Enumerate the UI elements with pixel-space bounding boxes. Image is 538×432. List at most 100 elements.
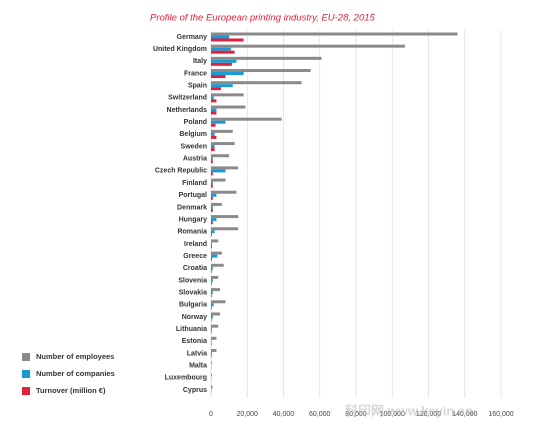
bar [211,348,217,352]
y-tick-label: Portugal [179,192,207,199]
y-tick-label: Norway [182,314,207,321]
y-tick-label: Croatia [183,265,207,272]
legend-label: Turnover (million €) [36,386,106,395]
x-tick-label: 80,000 [345,411,367,418]
bar [211,327,212,331]
bar [211,72,244,76]
bar [211,239,219,243]
bar [211,351,212,355]
x-tick-label: 20,000 [237,411,259,418]
y-tick-label: Bulgaria [179,302,207,309]
bar [211,251,222,255]
bar [211,318,212,322]
bar [211,324,219,328]
bar [211,172,213,176]
bar [211,208,213,212]
bar [211,96,214,100]
bar [211,135,217,139]
y-tick-label: Malta [189,362,207,369]
bar [211,129,233,133]
bar [211,281,212,285]
bar [211,269,212,273]
bar [211,245,212,249]
y-tick-label: Czech Republic [155,168,207,175]
bar [211,111,217,115]
bar [211,120,226,124]
bar [211,105,246,109]
bar [211,336,217,340]
bar [211,196,213,200]
bar [211,69,311,73]
bar [211,132,215,136]
legend-label: Number of companies [36,369,115,378]
y-tick-label: Denmark [177,204,207,211]
bar [211,275,219,279]
x-tick-label: 0 [209,411,213,418]
bar [211,254,218,258]
bar [211,62,232,66]
bar [211,117,282,121]
x-tick-label: 40,000 [273,411,295,418]
bar [211,81,302,85]
bar [211,50,235,54]
bar [211,44,405,48]
bar [211,242,212,246]
y-tick-label: Sweden [181,143,207,150]
bar [211,87,221,91]
bar [211,108,217,112]
bar [211,230,215,234]
x-tick-label: 120,000 [416,411,441,418]
legend-swatch [22,353,30,361]
bar [211,75,226,79]
bar [211,178,226,182]
bar [211,330,212,334]
y-tick-label: Finland [182,180,207,187]
y-tick-label: Spain [188,83,207,90]
bar [211,227,239,231]
legend-swatch [22,370,30,378]
y-tick-label: Belgium [179,131,207,138]
bar [211,342,212,346]
y-tick-label: Lithuania [176,326,207,333]
bar [211,205,213,209]
bar [211,221,213,225]
bar [211,99,217,103]
y-tick-label: Slovenia [178,277,207,284]
bar [211,361,212,365]
bar [211,47,231,51]
bar [211,233,212,237]
y-tick-label: Germany [177,34,207,41]
bar [211,315,213,319]
bar [211,123,216,127]
x-tick-label: 60,000 [309,411,331,418]
bar [211,148,215,152]
y-tick-label: France [184,70,207,77]
bar [211,291,213,295]
y-tick-label: Ireland [184,241,207,248]
legend-label: Number of employees [36,352,114,361]
y-tick-label: United Kingdom [153,46,207,53]
bar [211,190,237,194]
y-tick-label: Latvia [187,350,207,357]
bar [211,59,237,63]
bar [211,32,458,36]
chart-title: Profile of the European printing industr… [150,13,376,24]
y-tick-label: Austria [183,156,207,163]
y-tick-label: Hungary [179,216,208,223]
bar [211,154,230,158]
bar [211,145,215,149]
bar [211,184,213,188]
y-tick-label: Poland [184,119,207,126]
bar [211,385,213,389]
bar [211,218,217,222]
bar [211,300,226,304]
bar [211,56,322,60]
bar [211,263,224,267]
bar [211,38,244,42]
watermark: 科印网 www.keyin.cn [345,403,473,418]
bar [211,373,212,377]
bar [211,166,239,170]
bar [211,339,212,343]
